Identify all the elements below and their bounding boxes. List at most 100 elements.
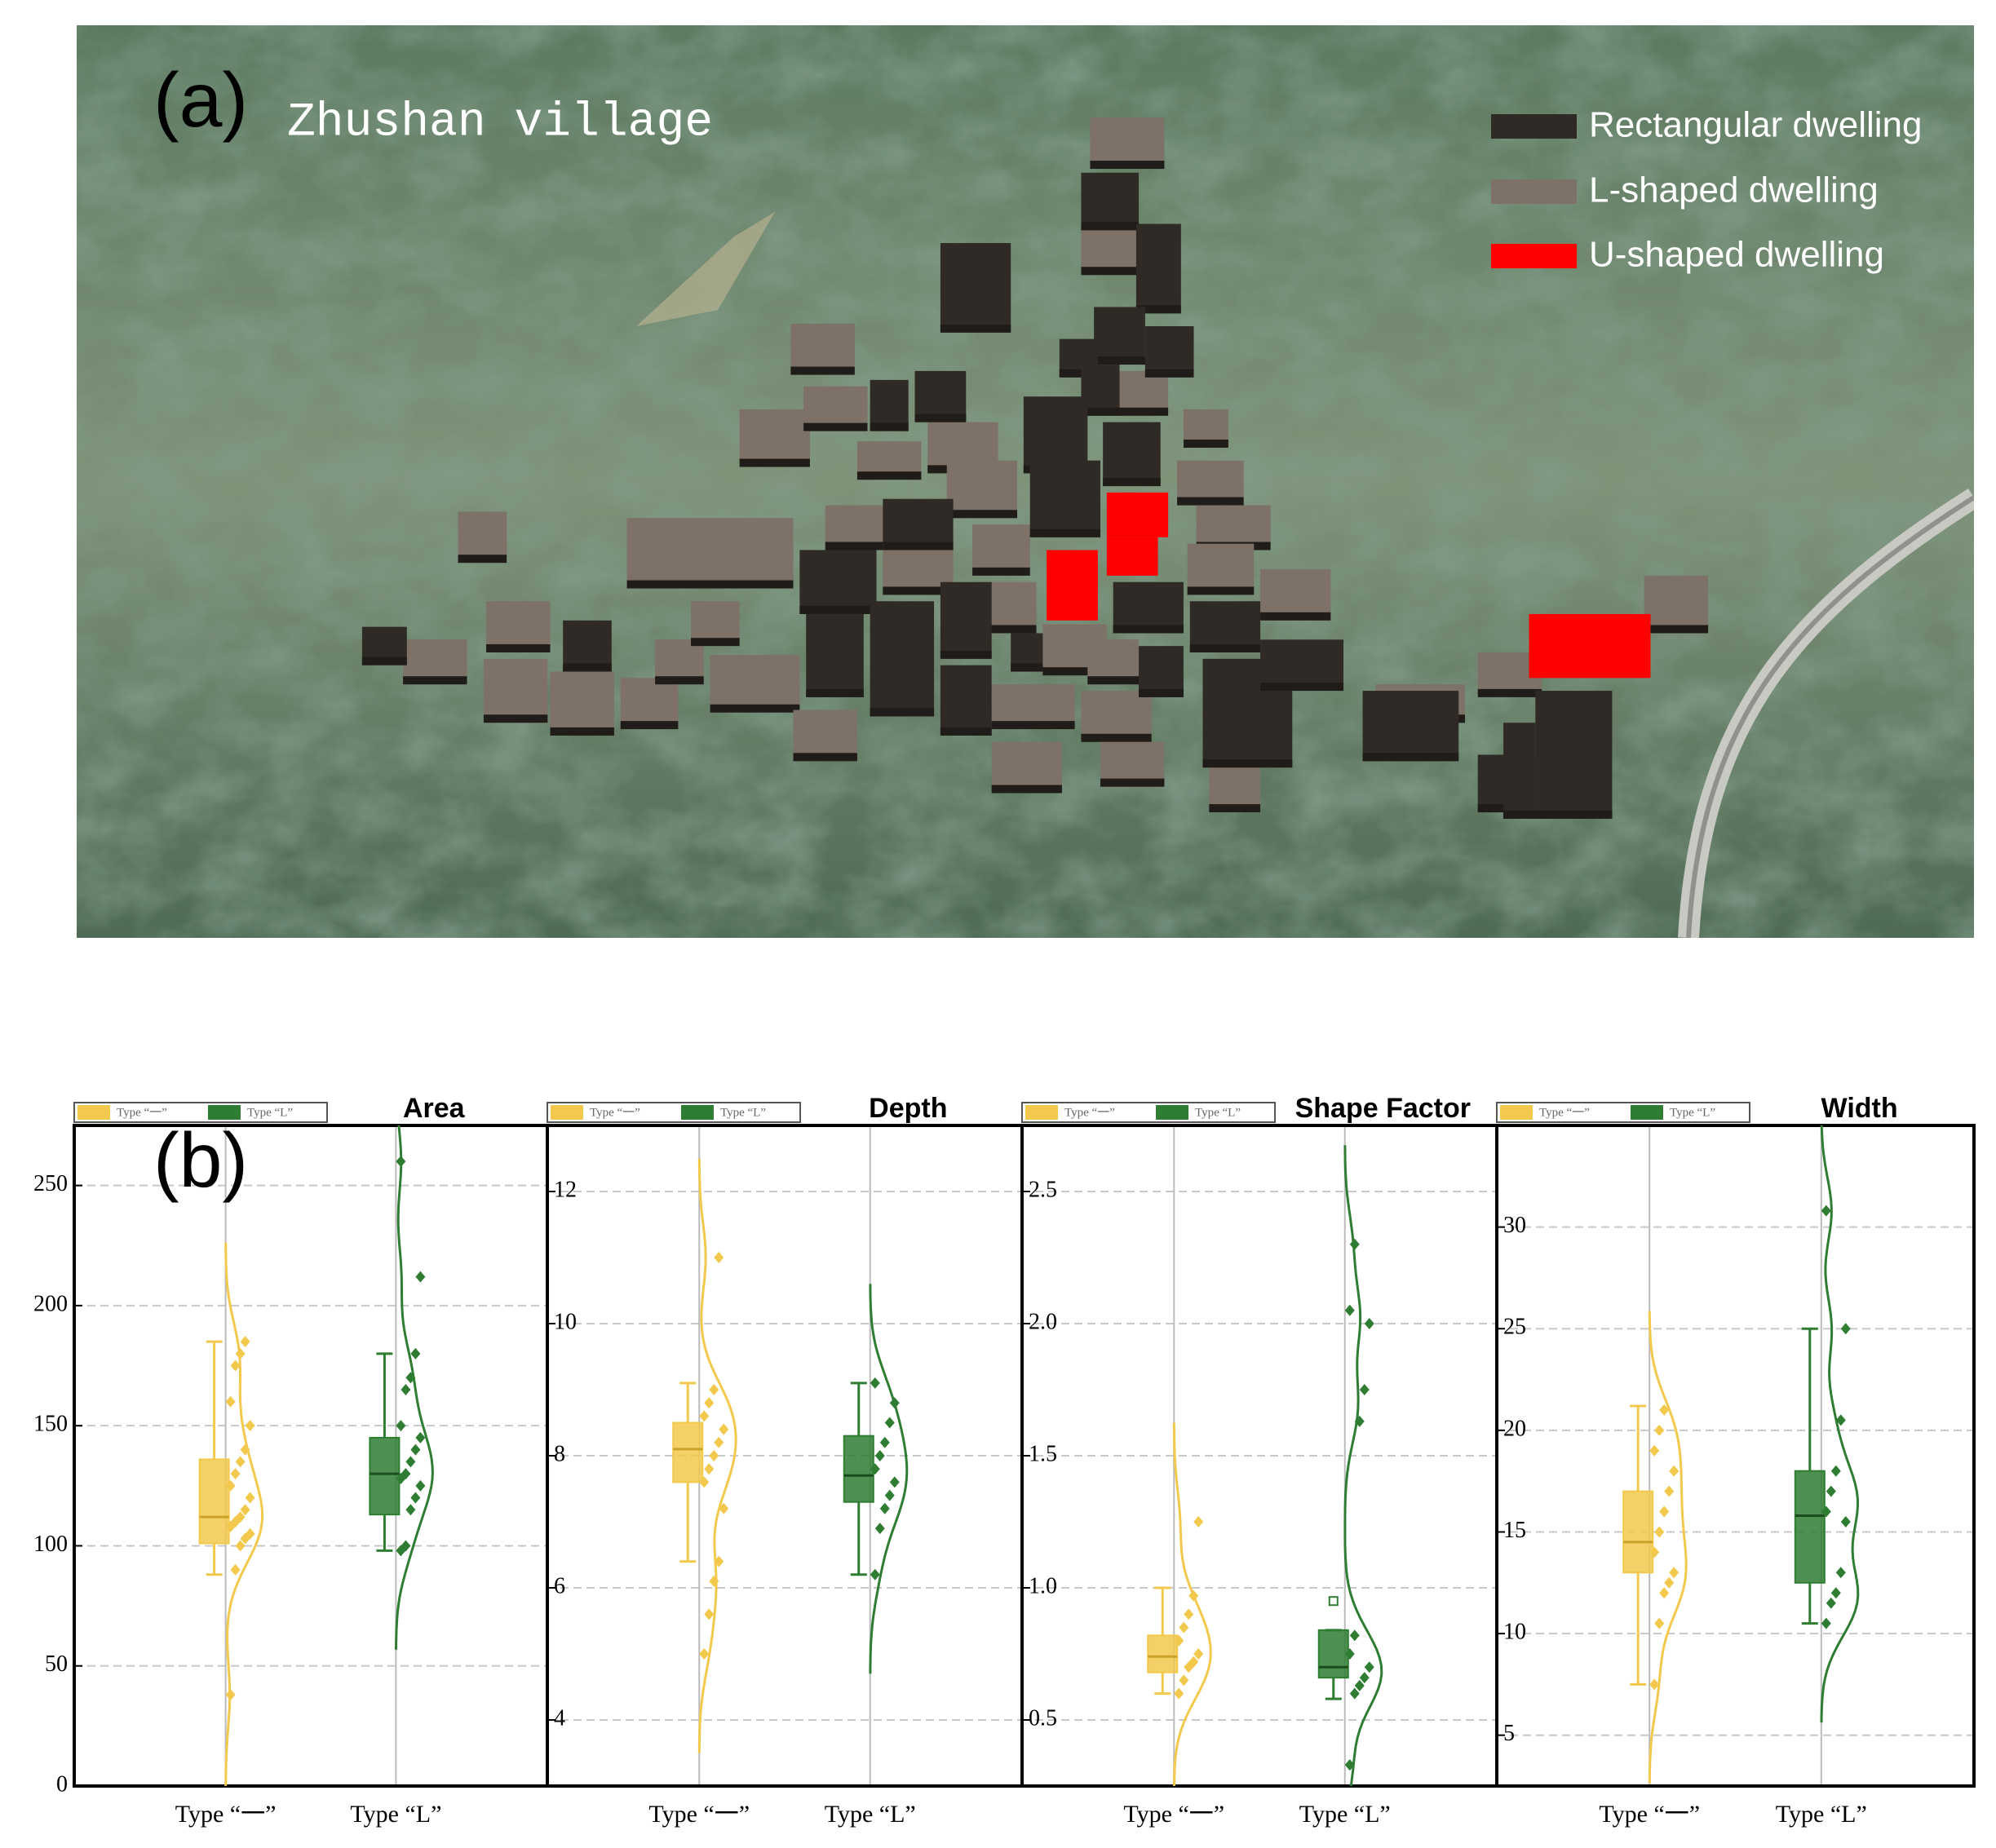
data-point — [405, 1456, 416, 1468]
y-tick-label: 1.5 — [1029, 1441, 1057, 1466]
data-point — [1179, 1621, 1189, 1634]
dwelling-shadow — [991, 785, 1062, 794]
dwelling-shadow — [563, 663, 612, 672]
dwelling-shadow — [1477, 688, 1542, 697]
dwelling — [1503, 723, 1536, 819]
dwelling — [1535, 691, 1613, 819]
data-point — [874, 1523, 885, 1535]
data-point — [719, 1502, 729, 1514]
map-title: Zhushan village — [287, 96, 713, 149]
data-point — [879, 1436, 890, 1448]
legend-label: Type “L” — [1670, 1106, 1715, 1119]
data-point — [225, 1479, 236, 1492]
dwelling-shadow — [1362, 753, 1459, 762]
data-point — [1649, 1546, 1660, 1558]
dwelling — [790, 323, 855, 375]
outlier — [1328, 1596, 1339, 1607]
dwelling-shadow — [1260, 612, 1331, 621]
legend-swatch — [77, 1105, 110, 1120]
data-point — [410, 1492, 421, 1504]
data-point — [240, 1504, 250, 1516]
box — [1794, 1470, 1826, 1584]
dwelling-shadow — [691, 638, 740, 647]
data-point — [1830, 1465, 1841, 1477]
dwelling-shadow — [550, 727, 614, 736]
dwelling-shadow — [1103, 478, 1161, 487]
data-point — [870, 1377, 880, 1389]
chart-title: Area — [403, 1093, 466, 1124]
dwelling — [486, 601, 551, 652]
data-point — [1840, 1323, 1851, 1335]
data-point — [401, 1540, 411, 1552]
legend-box — [1496, 1102, 1750, 1123]
y-tick-label: 200 — [33, 1291, 68, 1316]
y-tick-label: 30 — [1503, 1213, 1526, 1238]
data-point — [230, 1563, 241, 1576]
y-tick-label: 150 — [33, 1412, 68, 1437]
dwelling-shadow — [978, 625, 1037, 634]
data-point — [870, 1568, 880, 1581]
dwelling — [806, 613, 864, 697]
legend-label: Type “一” — [590, 1106, 640, 1119]
dwelling-shadow — [1644, 625, 1709, 634]
box-chart: 0.5 1.0 1.5 2.0 2.5 Type “一” Type “L” Shape Fac… — [1020, 1093, 1498, 1828]
dwelling-shadow — [1081, 733, 1152, 742]
dwelling-shadow — [1535, 810, 1613, 819]
dwelling — [1090, 117, 1165, 170]
data-point — [699, 1648, 710, 1660]
data-point — [405, 1372, 416, 1384]
dwelling-shadow — [1081, 222, 1140, 231]
dwelling-shadow — [1202, 759, 1293, 768]
legend-swatch — [551, 1105, 583, 1120]
x-tick-label: Type “一” — [1599, 1801, 1700, 1828]
dwelling-shadow — [940, 324, 1011, 333]
data-point — [1821, 1617, 1831, 1629]
data-point — [889, 1476, 900, 1488]
dwelling — [991, 741, 1062, 794]
data-point — [245, 1420, 255, 1432]
box — [1317, 1629, 1349, 1679]
y-tick-label: 8 — [554, 1441, 565, 1466]
dwelling-shadow — [655, 676, 704, 685]
dwelling-shadow — [1187, 586, 1255, 595]
data-point — [874, 1450, 885, 1461]
data-point — [704, 1397, 715, 1409]
data-point — [889, 1397, 900, 1409]
data-point — [1359, 1672, 1370, 1684]
violin — [1648, 1311, 1688, 1784]
data-point — [1669, 1567, 1680, 1579]
data-point — [1659, 1505, 1670, 1518]
legend-swatch — [1156, 1105, 1188, 1120]
data-point — [1826, 1485, 1836, 1497]
dwelling-shadow — [799, 605, 877, 614]
dwelling — [1187, 543, 1255, 595]
data-point — [1830, 1587, 1841, 1599]
dwelling — [1144, 325, 1194, 378]
data-point — [230, 1359, 241, 1372]
terrain-texture — [77, 25, 1974, 938]
dwelling — [1135, 223, 1181, 314]
dwelling — [1106, 537, 1158, 576]
y-tick-label: 50 — [45, 1651, 68, 1677]
data-point — [396, 1420, 406, 1432]
chart-title: Shape Factor — [1295, 1093, 1471, 1124]
data-point — [225, 1689, 236, 1701]
dwelling-shadow — [1011, 663, 1043, 672]
data-point — [1664, 1485, 1675, 1497]
legend-label: Type “一” — [117, 1106, 167, 1119]
dwelling-shadow — [806, 688, 864, 697]
dwelling-shadow — [1081, 267, 1140, 276]
dwelling — [1081, 172, 1140, 231]
y-tick-label: 15 — [1503, 1518, 1526, 1543]
y-tick-label: 2.5 — [1029, 1177, 1057, 1202]
dwelling-shadow — [1087, 676, 1140, 685]
dwelling — [1094, 307, 1145, 365]
data-point — [1188, 1656, 1199, 1668]
dwelling — [914, 370, 967, 422]
y-tick-label: 250 — [33, 1171, 68, 1196]
dwelling-shadow — [626, 580, 794, 589]
y-tick-label: 25 — [1503, 1315, 1526, 1340]
dwelling-shadow — [825, 542, 883, 550]
dwelling — [1103, 422, 1161, 487]
dwelling-shadow — [1094, 356, 1145, 365]
